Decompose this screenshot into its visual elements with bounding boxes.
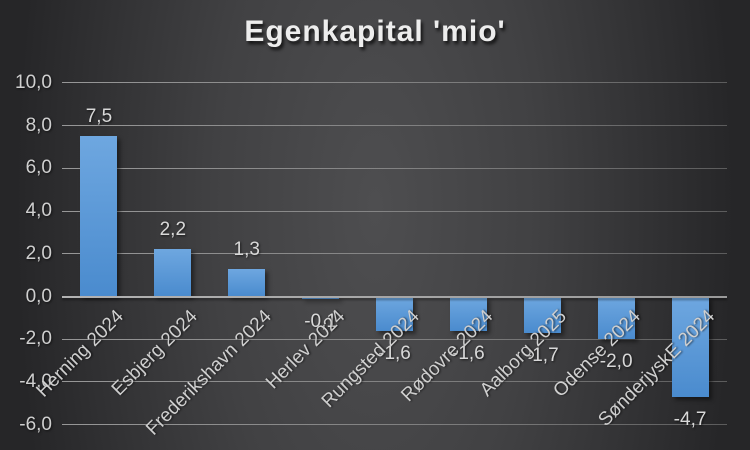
bar-rødovre-2024[interactable]: [449, 296, 487, 331]
gridline: [62, 381, 727, 383]
bar-value-label: 2,2: [159, 219, 187, 241]
bar-odense-2024[interactable]: [597, 296, 635, 340]
bar-value-label: -1,6: [378, 342, 411, 364]
bar-aalborg-2025[interactable]: [523, 296, 561, 333]
bar-sønderjyske-2024[interactable]: [671, 296, 709, 397]
gridline: [62, 424, 727, 426]
y-axis-tick-label: -6,0: [19, 413, 52, 435]
y-axis-tick-label: 8,0: [25, 114, 52, 136]
gridline: [62, 167, 727, 169]
gridline: [62, 125, 727, 127]
y-axis-tick-label: 6,0: [25, 157, 52, 179]
zero-axis-line: [62, 295, 727, 298]
gridline: [62, 253, 727, 255]
bar-value-label: -0,1: [304, 310, 337, 332]
gridline: [62, 338, 727, 340]
category-label: Frederikshavn 2024: [141, 306, 276, 440]
y-axis-tick-label: 4,0: [25, 200, 52, 222]
y-axis-tick-label: -4,0: [19, 370, 52, 392]
y-axis-tick-label: 10,0: [15, 71, 52, 93]
y-axis-tick-label: 2,0: [25, 242, 52, 264]
bar-value-label: 1,3: [233, 238, 260, 260]
bar-value-label: -2,0: [599, 351, 633, 373]
bar-value-label: -4,7: [673, 408, 707, 430]
bar-rungsted-2024[interactable]: [376, 296, 413, 331]
bar-value-label: 7,5: [85, 106, 113, 128]
bar-herlev-2024[interactable]: [302, 296, 340, 299]
bar-value-label: -1,6: [452, 342, 485, 364]
y-axis-tick-label: 0,0: [25, 285, 52, 307]
bar-esbjerg-2024[interactable]: [154, 249, 192, 297]
bar-value-label: -1,7: [525, 344, 559, 366]
chart-title: Egenkapital 'mio': [244, 15, 506, 48]
gridline: [62, 210, 727, 212]
bar-herning-2024[interactable]: [80, 136, 118, 297]
gridline: [62, 82, 727, 84]
y-axis-tick-label: -2,0: [19, 328, 52, 350]
bar-frederikshavn-2024[interactable]: [228, 268, 266, 297]
